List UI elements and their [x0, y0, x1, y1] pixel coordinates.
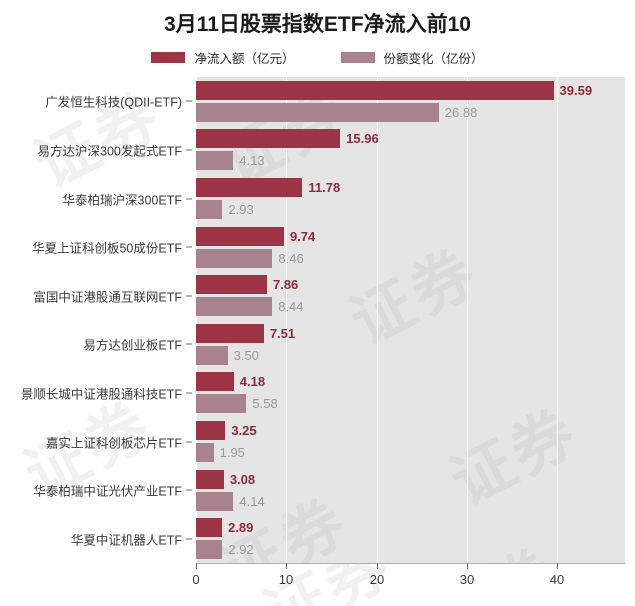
- bar-value-share-change: 8.44: [278, 299, 304, 315]
- bar-share-change[interactable]: [196, 200, 223, 219]
- category-tick: [186, 441, 192, 442]
- chart-legend: 净流入额（亿元） 份额变化（亿份）: [0, 48, 635, 67]
- x-axis-tick-label: 30: [459, 572, 475, 587]
- bar-net-inflow[interactable]: [196, 372, 234, 392]
- bar-share-change[interactable]: [196, 297, 273, 317]
- bar-value-net-inflow: 2.89: [228, 520, 254, 536]
- bar-value-net-inflow: 7.51: [269, 325, 296, 341]
- bar-share-change[interactable]: [196, 540, 223, 560]
- legend-label-share-change: 份额变化（亿份）: [383, 52, 484, 66]
- category-tick: [186, 343, 192, 345]
- category-label: 易方达创业板ETF: [83, 338, 182, 353]
- bar-net-inflow[interactable]: [196, 275, 267, 295]
- category-tick: [186, 489, 192, 491]
- bar-share-change[interactable]: [196, 345, 228, 365]
- category-tick: [186, 295, 192, 297]
- gridline: [467, 77, 468, 563]
- category-tick: [186, 392, 192, 394]
- x-axis-line: [196, 563, 625, 564]
- bar-value-net-inflow: 7.86: [272, 277, 299, 293]
- category-label: 华夏中证机器人ETF: [70, 533, 182, 548]
- legend-swatch-net-inflow: [151, 52, 186, 63]
- bar-value-share-change: 8.46: [278, 250, 304, 266]
- bar-value-net-inflow: 4.18: [239, 374, 266, 390]
- plot-area: 证券证券证券证券证券39.5926.8815.964.1311.782.939.…: [196, 77, 625, 563]
- bar-share-change[interactable]: [196, 151, 234, 171]
- x-axis-tick-label: 0: [192, 572, 200, 587]
- bar-net-inflow[interactable]: [196, 421, 226, 440]
- bar-net-inflow[interactable]: [196, 323, 264, 343]
- category-label: 广发恒生科技(QDII-ETF): [45, 95, 182, 110]
- category-tick: [186, 149, 192, 151]
- bar-value-share-change: 2.93: [228, 202, 254, 217]
- legend-item-net-inflow[interactable]: 净流入额（亿元）: [151, 48, 295, 67]
- category-label: 嘉实上证科创板芯片ETF: [45, 436, 182, 450]
- category-label: 易方达沪深300发起式ETF: [37, 144, 182, 159]
- bar-value-net-inflow: 3.08: [229, 471, 256, 487]
- category-tick: [186, 198, 192, 199]
- category-label: 华夏上证科创板50成份ETF: [31, 241, 182, 256]
- bar-value-share-change: 4.13: [239, 153, 265, 169]
- bar-value-net-inflow: 11.78: [308, 180, 341, 195]
- bar-value-share-change: 5.58: [252, 396, 278, 412]
- bar-share-change[interactable]: [196, 491, 234, 511]
- category-axis: 广发恒生科技(QDII-ETF) 易方达沪深300发起式ETF 华泰柏瑞沪深300E…: [0, 77, 196, 563]
- x-axis-tick: [286, 563, 287, 569]
- bar-value-share-change: 3.50: [233, 347, 259, 363]
- watermark-text: 证券: [433, 382, 591, 522]
- legend-item-share-change[interactable]: 份额变化（亿份）: [340, 48, 484, 67]
- gridline: [377, 77, 378, 563]
- bar-value-share-change: 1.95: [219, 445, 245, 460]
- x-axis-tick-label: 40: [549, 572, 565, 587]
- x-axis-tick: [377, 563, 378, 569]
- bar-value-net-inflow: 15.96: [346, 131, 379, 147]
- x-axis-tick: [196, 563, 197, 569]
- category-tick: [186, 100, 192, 102]
- legend-swatch-share-change: [340, 52, 375, 63]
- gridline: [557, 77, 558, 563]
- legend-label-net-inflow: 净流入额（亿元）: [194, 52, 295, 66]
- bar-value-net-inflow: 9.74: [289, 228, 316, 244]
- category-label: 景顺长城中证港股通科技ETF: [20, 387, 182, 402]
- watermark-text: 证券: [203, 472, 361, 563]
- category-tick: [186, 246, 192, 248]
- category-label: 华泰柏瑞沪深300ETF: [62, 193, 182, 207]
- bar-share-change[interactable]: [196, 102, 439, 122]
- category-tick: [186, 538, 192, 540]
- bar-net-inflow[interactable]: [196, 469, 224, 489]
- bar-net-inflow[interactable]: [196, 129, 341, 149]
- gridline: [286, 77, 287, 563]
- category-label: 富国中证港股通互联网ETF: [33, 290, 182, 305]
- bar-value-share-change: 2.92: [228, 542, 254, 558]
- bar-net-inflow[interactable]: [196, 518, 223, 538]
- bar-value-share-change: 4.14: [239, 493, 265, 509]
- x-axis-tick: [557, 563, 558, 569]
- bar-share-change[interactable]: [196, 443, 214, 462]
- x-axis-tick-label: 20: [369, 572, 385, 587]
- gridline: [196, 77, 197, 563]
- category-label: 华泰柏瑞中证光伏产业ETF: [33, 484, 182, 499]
- bar-share-change[interactable]: [196, 248, 273, 268]
- bar-value-share-change: 26.88: [444, 104, 478, 120]
- bar-net-inflow[interactable]: [196, 226, 284, 246]
- watermark-text: 证券: [413, 522, 571, 563]
- bar-net-inflow[interactable]: [196, 80, 554, 100]
- bar-value-net-inflow: 39.59: [559, 82, 593, 98]
- bar-net-inflow[interactable]: [196, 178, 303, 197]
- bar-share-change[interactable]: [196, 394, 247, 414]
- x-axis-tick-label: 10: [278, 572, 294, 587]
- x-axis-tick: [467, 563, 468, 569]
- chart-title: 3月11日股票指数ETF净流入前10: [164, 13, 471, 36]
- bar-value-net-inflow: 3.25: [231, 423, 257, 438]
